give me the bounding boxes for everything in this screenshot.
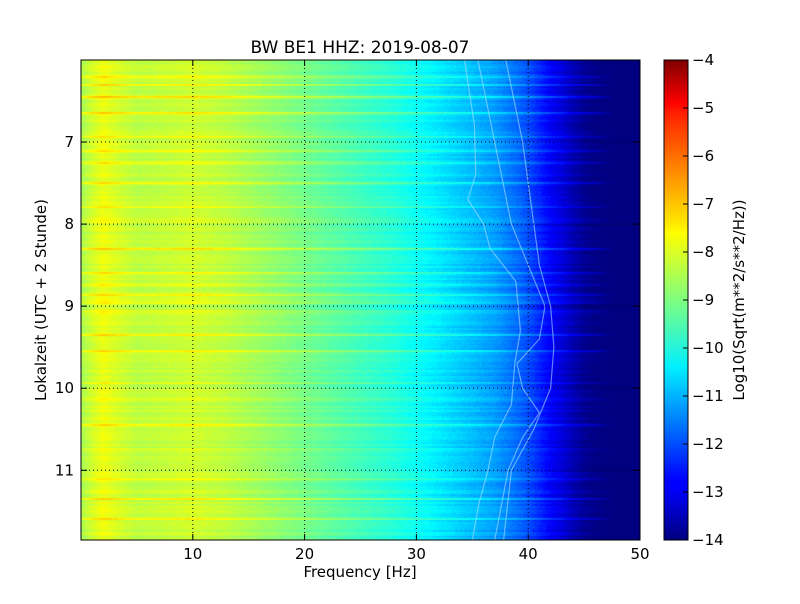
x-tick-label: 10 — [183, 545, 202, 563]
colorbar-tick-label: −7 — [692, 195, 714, 213]
y-tick-label: 9 — [64, 297, 74, 315]
colorbar-tick-label: −9 — [692, 291, 714, 309]
y-tick-label: 7 — [64, 133, 74, 151]
grid-lines — [81, 60, 640, 540]
colorbar-tick-label: −5 — [692, 99, 714, 117]
spectral-lines — [463, 60, 555, 540]
chart-title: BW BE1 HHZ: 2019-08-07 — [250, 38, 469, 58]
x-tick-label: 30 — [407, 545, 426, 563]
spectral-line-3 — [503, 60, 555, 540]
y-axis-label: Lokalzeit (UTC + 2 Stunde) — [32, 199, 50, 401]
colorbar-tick-label: −10 — [692, 339, 724, 357]
x-tick-label: 40 — [519, 545, 538, 563]
colorbar-tick-label: −11 — [692, 387, 724, 405]
plot-frame — [80, 59, 641, 541]
colorbar-tick-label: −6 — [692, 147, 714, 165]
colorbar-tick-label: −14 — [692, 531, 724, 549]
colorbar-label: Log10(Sqrt(m**2/s**2/Hz)) — [730, 199, 748, 400]
colorbar-tick-label: −12 — [692, 435, 724, 453]
colorbar-tick-label: −13 — [692, 483, 724, 501]
colorbar-tick-label: −4 — [692, 51, 714, 69]
x-tick-label: 20 — [295, 545, 314, 563]
spectral-line-1 — [463, 60, 522, 540]
x-axis: 10 20 30 40 50 — [183, 60, 650, 563]
spectrogram-heatmap — [81, 60, 640, 540]
y-tick-label: 8 — [64, 215, 74, 233]
y-tick-label: 11 — [55, 461, 74, 479]
colorbar-axis: −14 −13 −12 −11 −10 −9 −8 −7 −6 −5 −4 — [683, 51, 724, 549]
y-axis: 7 8 9 10 11 — [55, 133, 640, 479]
y-tick-label: 10 — [55, 379, 74, 397]
colorbar-tick-label: −8 — [692, 243, 714, 261]
x-axis-label: Frequency [Hz] — [303, 563, 416, 581]
spectral-line-2 — [477, 60, 546, 540]
x-tick-label: 50 — [630, 545, 649, 563]
